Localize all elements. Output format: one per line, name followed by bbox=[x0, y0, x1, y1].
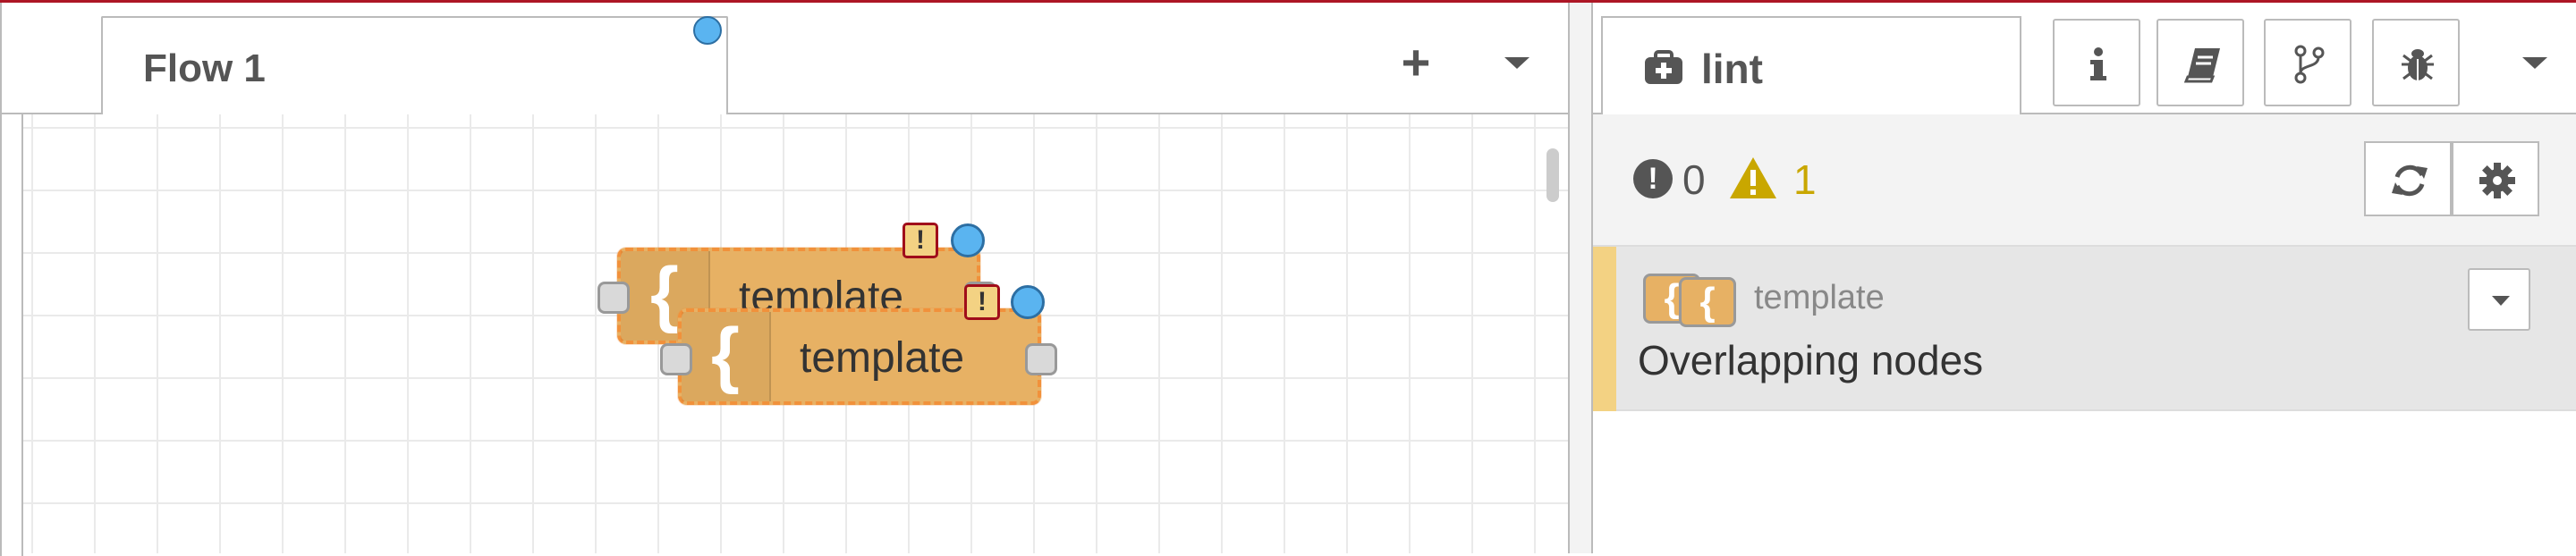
tab-git[interactable] bbox=[2264, 19, 2351, 106]
chevron-down-icon bbox=[1504, 57, 1530, 69]
template-icon: { bbox=[621, 251, 710, 341]
changed-indicator-icon bbox=[1011, 285, 1045, 319]
lint-item-node-type: template bbox=[1754, 279, 1885, 316]
gear-icon bbox=[2479, 163, 2515, 198]
tab-debug[interactable] bbox=[2372, 19, 2460, 106]
branch-icon bbox=[2294, 45, 2325, 84]
info-icon bbox=[2090, 47, 2106, 80]
lint-icon bbox=[1645, 50, 1682, 84]
flow-list-button[interactable] bbox=[1489, 35, 1545, 90]
input-port[interactable] bbox=[660, 343, 692, 375]
template-node[interactable]: { template bbox=[678, 308, 1041, 405]
tab-info[interactable] bbox=[2053, 19, 2140, 106]
flow-tab-label: Flow 1 bbox=[143, 46, 266, 90]
sidebar: lint bbox=[1593, 3, 2576, 553]
canvas-gutter bbox=[0, 114, 23, 556]
warning-icon bbox=[1730, 157, 1776, 198]
workspace: Flow 1 + { template ! { template ! bbox=[0, 3, 1568, 556]
refresh-icon bbox=[2392, 164, 2428, 197]
error-count: 0 bbox=[1682, 156, 1706, 203]
input-port[interactable] bbox=[597, 282, 630, 314]
template-icon: { bbox=[682, 312, 771, 401]
book-icon bbox=[2183, 48, 2220, 83]
bug-icon bbox=[2402, 49, 2434, 80]
lint-settings-button[interactable] bbox=[2452, 141, 2539, 216]
changed-indicator-icon bbox=[693, 16, 722, 45]
sidebar-menu-button[interactable] bbox=[2507, 35, 2563, 90]
vertical-scrollbar[interactable] bbox=[1546, 148, 1559, 202]
warning-count: 1 bbox=[1793, 156, 1817, 203]
sidebar-tab-bar: lint bbox=[1593, 3, 2576, 116]
tab-flow-1[interactable]: Flow 1 bbox=[101, 16, 728, 116]
sidebar-splitter[interactable] bbox=[1568, 3, 1593, 553]
workspace-tab-bar: Flow 1 + bbox=[0, 3, 1568, 116]
lint-toolbar: ! 0 1 bbox=[1593, 114, 2576, 247]
top-border bbox=[0, 0, 2576, 3]
chevron-down-icon bbox=[2522, 57, 2547, 69]
lint-item-menu-button[interactable] bbox=[2468, 268, 2530, 331]
warning-badge-icon: ! bbox=[902, 223, 938, 258]
lint-result-item[interactable]: { { template Overlapping nodes bbox=[1593, 247, 2576, 411]
warning-level-bar bbox=[1593, 247, 1616, 411]
flow-canvas[interactable]: { template ! { template ! bbox=[23, 114, 1568, 553]
add-flow-button[interactable]: + bbox=[1401, 34, 1431, 90]
refresh-button[interactable] bbox=[2364, 141, 2452, 216]
warning-badge-icon: ! bbox=[964, 284, 1000, 320]
output-port[interactable] bbox=[1025, 343, 1057, 375]
lint-item-message: Overlapping nodes bbox=[1638, 337, 1984, 383]
template-icon: { bbox=[1679, 277, 1736, 327]
lint-tab-label: lint bbox=[1701, 46, 1763, 92]
error-icon: ! bbox=[1633, 159, 1673, 198]
chevron-down-icon bbox=[2492, 296, 2510, 306]
node-label: template bbox=[800, 334, 965, 382]
tab-lint[interactable]: lint bbox=[1601, 16, 2021, 116]
changed-indicator-icon bbox=[951, 223, 985, 257]
tab-help[interactable] bbox=[2157, 19, 2244, 106]
